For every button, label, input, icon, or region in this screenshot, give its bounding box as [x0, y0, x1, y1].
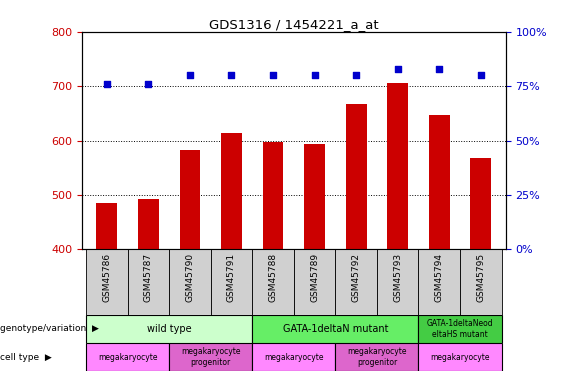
Text: GSM45795: GSM45795 — [476, 253, 485, 302]
Text: GATA-1deltaNeod
eltaHS mutant: GATA-1deltaNeod eltaHS mutant — [427, 319, 493, 339]
Text: cell type  ▶: cell type ▶ — [0, 352, 52, 362]
Bar — [221, 133, 242, 249]
Bar — [211, 249, 252, 315]
Point — [102, 81, 111, 87]
Bar — [387, 83, 408, 249]
Text: megakaryocyte
progenitor: megakaryocyte progenitor — [347, 347, 407, 367]
Bar — [252, 315, 419, 343]
Text: megakaryocyte: megakaryocyte — [430, 352, 490, 362]
Text: GSM45786: GSM45786 — [102, 253, 111, 302]
Text: megakaryocyte
progenitor: megakaryocyte progenitor — [181, 347, 241, 367]
Bar — [97, 202, 117, 249]
Bar — [336, 249, 377, 315]
Point — [144, 81, 153, 87]
Bar — [86, 315, 252, 343]
Bar — [252, 249, 294, 315]
Text: GSM45791: GSM45791 — [227, 253, 236, 302]
Bar — [336, 343, 419, 371]
Bar — [263, 142, 284, 249]
Bar — [252, 343, 336, 371]
Bar — [419, 315, 502, 343]
Text: GSM45793: GSM45793 — [393, 253, 402, 302]
Point — [476, 72, 485, 78]
Text: GSM45789: GSM45789 — [310, 253, 319, 302]
Text: GSM45792: GSM45792 — [351, 253, 360, 302]
Bar — [294, 249, 336, 315]
Bar — [169, 249, 211, 315]
Bar — [429, 114, 450, 249]
Bar — [180, 150, 201, 249]
Bar — [346, 104, 367, 249]
Point — [185, 72, 194, 78]
Bar — [86, 343, 169, 371]
Text: genotype/variation  ▶: genotype/variation ▶ — [0, 324, 99, 333]
Bar — [471, 158, 491, 249]
Title: GDS1316 / 1454221_a_at: GDS1316 / 1454221_a_at — [209, 18, 379, 31]
Point — [393, 66, 402, 72]
Point — [434, 66, 444, 72]
Bar — [419, 249, 460, 315]
Text: wild type: wild type — [147, 324, 192, 334]
Text: megakaryocyte: megakaryocyte — [98, 352, 158, 362]
Bar — [169, 343, 252, 371]
Text: GATA-1deltaN mutant: GATA-1deltaN mutant — [282, 324, 388, 334]
Point — [351, 72, 360, 78]
Text: GSM45788: GSM45788 — [268, 253, 277, 302]
Bar — [128, 249, 169, 315]
Bar — [460, 249, 502, 315]
Bar — [419, 343, 502, 371]
Text: megakaryocyte: megakaryocyte — [264, 352, 324, 362]
Text: GSM45787: GSM45787 — [144, 253, 153, 302]
Bar — [86, 249, 128, 315]
Text: GSM45794: GSM45794 — [434, 253, 444, 302]
Bar — [138, 200, 159, 249]
Point — [227, 72, 236, 78]
Bar — [377, 249, 419, 315]
Text: GSM45790: GSM45790 — [185, 253, 194, 302]
Point — [310, 72, 319, 78]
Point — [268, 72, 277, 78]
Bar — [304, 144, 325, 249]
